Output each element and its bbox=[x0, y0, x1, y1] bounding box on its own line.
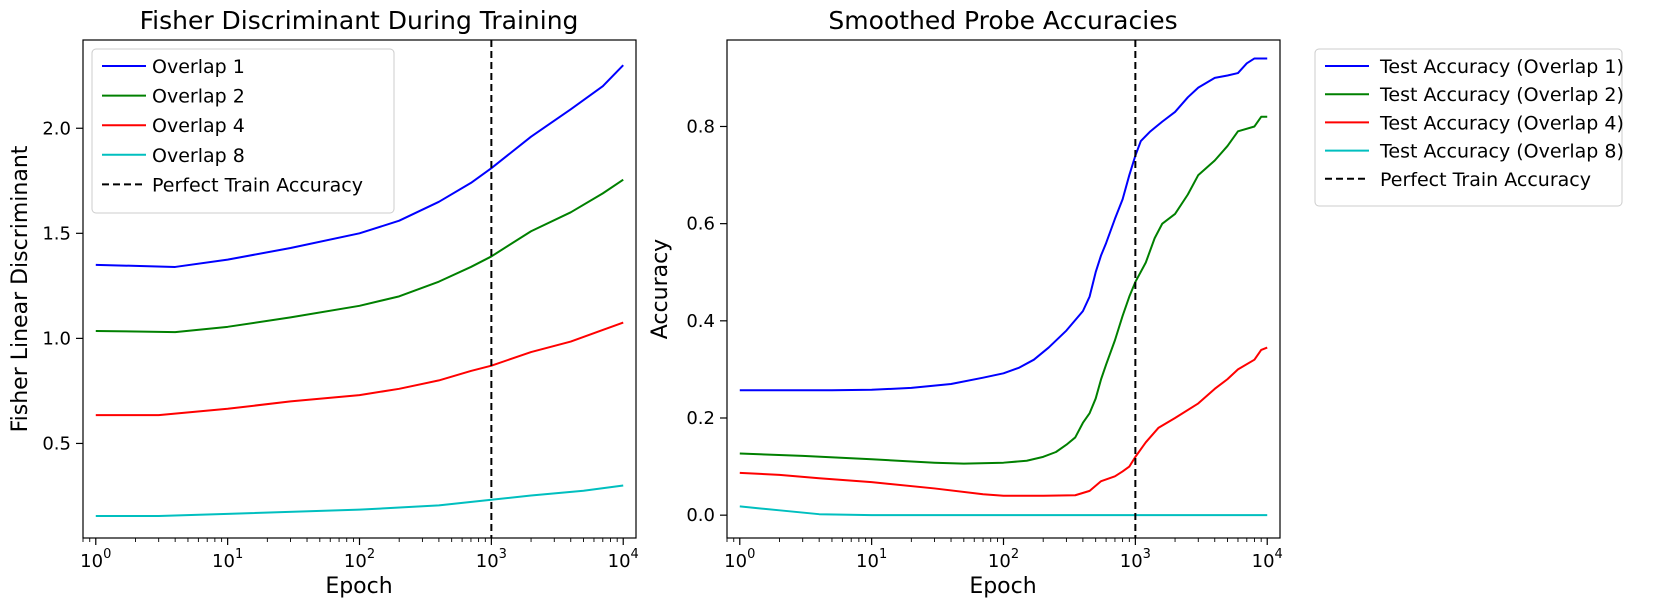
legend: Test Accuracy (Overlap 1) Test Accuracy (… bbox=[1314, 48, 1624, 207]
x-tick-label: 104 bbox=[1252, 547, 1283, 572]
legend-label: Test Accuracy (Overlap 2) bbox=[1379, 84, 1624, 106]
legend-box bbox=[1314, 48, 1623, 207]
y-tick-label: 1.5 bbox=[42, 223, 71, 244]
series-line-test-accuracy-overlap-2 bbox=[739, 115, 1268, 465]
series-line-test-accuracy-overlap-1 bbox=[739, 57, 1268, 392]
x-tick-label: 102 bbox=[344, 547, 375, 572]
x-tick-label: 101 bbox=[212, 547, 243, 572]
series-line-overlap-4 bbox=[95, 321, 624, 417]
series-line-test-accuracy-overlap-4 bbox=[739, 346, 1268, 497]
legend-label: Perfect Train Accuracy bbox=[152, 174, 363, 196]
y-axis-label: Accuracy bbox=[648, 239, 673, 339]
series-line-overlap-8 bbox=[95, 484, 624, 517]
x-tick-label: 102 bbox=[988, 547, 1019, 572]
x-tick-label: 100 bbox=[80, 547, 111, 572]
y-tick-label: 2.0 bbox=[42, 118, 71, 139]
legend-label: Test Accuracy (Overlap 4) bbox=[1379, 112, 1624, 134]
legend-label: Overlap 1 bbox=[152, 56, 245, 78]
chart-title: Smoothed Probe Accuracies bbox=[828, 6, 1177, 35]
legend-label: Overlap 2 bbox=[152, 86, 245, 108]
x-tick-label: 100 bbox=[724, 547, 755, 572]
y-axis-label: Fisher Linear Discriminant bbox=[8, 145, 33, 432]
legend-label: Perfect Train Accuracy bbox=[1380, 169, 1591, 191]
legend-label: Test Accuracy (Overlap 8) bbox=[1379, 141, 1624, 163]
plot-area bbox=[95, 40, 624, 538]
x-axis-label: Epoch bbox=[969, 574, 1036, 599]
series-line-overlap-1 bbox=[95, 64, 624, 268]
y-tick-label: 0.2 bbox=[686, 408, 715, 429]
x-axis-label: Epoch bbox=[325, 574, 392, 599]
chart-title: Fisher Discriminant During Training bbox=[140, 6, 579, 35]
plot-area bbox=[739, 40, 1268, 538]
y-tick-label: 0.8 bbox=[686, 116, 715, 137]
y-tick-label: 0.5 bbox=[42, 433, 71, 454]
y-tick-label: 0.0 bbox=[686, 505, 715, 526]
series-line-overlap-2 bbox=[95, 178, 624, 334]
y-tick-label: 1.0 bbox=[42, 328, 71, 349]
plot-frame bbox=[82, 39, 637, 539]
legend: Overlap 1 Overlap 2 Overlap 4 Overlap 8 Perf… bbox=[91, 48, 395, 214]
chart-1: Fisher Discriminant During Training Epoch… bbox=[8, 6, 639, 599]
x-tick-label: 103 bbox=[476, 547, 507, 572]
x-tick-label: 103 bbox=[1120, 547, 1151, 572]
legend-label: Overlap 4 bbox=[152, 115, 245, 137]
x-tick-label: 101 bbox=[856, 547, 887, 572]
legend-label: Test Accuracy (Overlap 1) bbox=[1379, 56, 1624, 78]
legend-label: Overlap 8 bbox=[152, 145, 245, 167]
y-tick-label: 0.4 bbox=[686, 311, 715, 332]
legend-box bbox=[91, 48, 395, 214]
x-tick-label: 104 bbox=[608, 547, 639, 572]
y-tick-label: 0.6 bbox=[686, 214, 715, 235]
chart-2: Smoothed Probe Accuracies Epoch Accuracy 10… bbox=[648, 6, 1624, 599]
plot-frame bbox=[726, 39, 1281, 539]
series-line-test-accuracy-overlap-8 bbox=[739, 505, 1268, 517]
